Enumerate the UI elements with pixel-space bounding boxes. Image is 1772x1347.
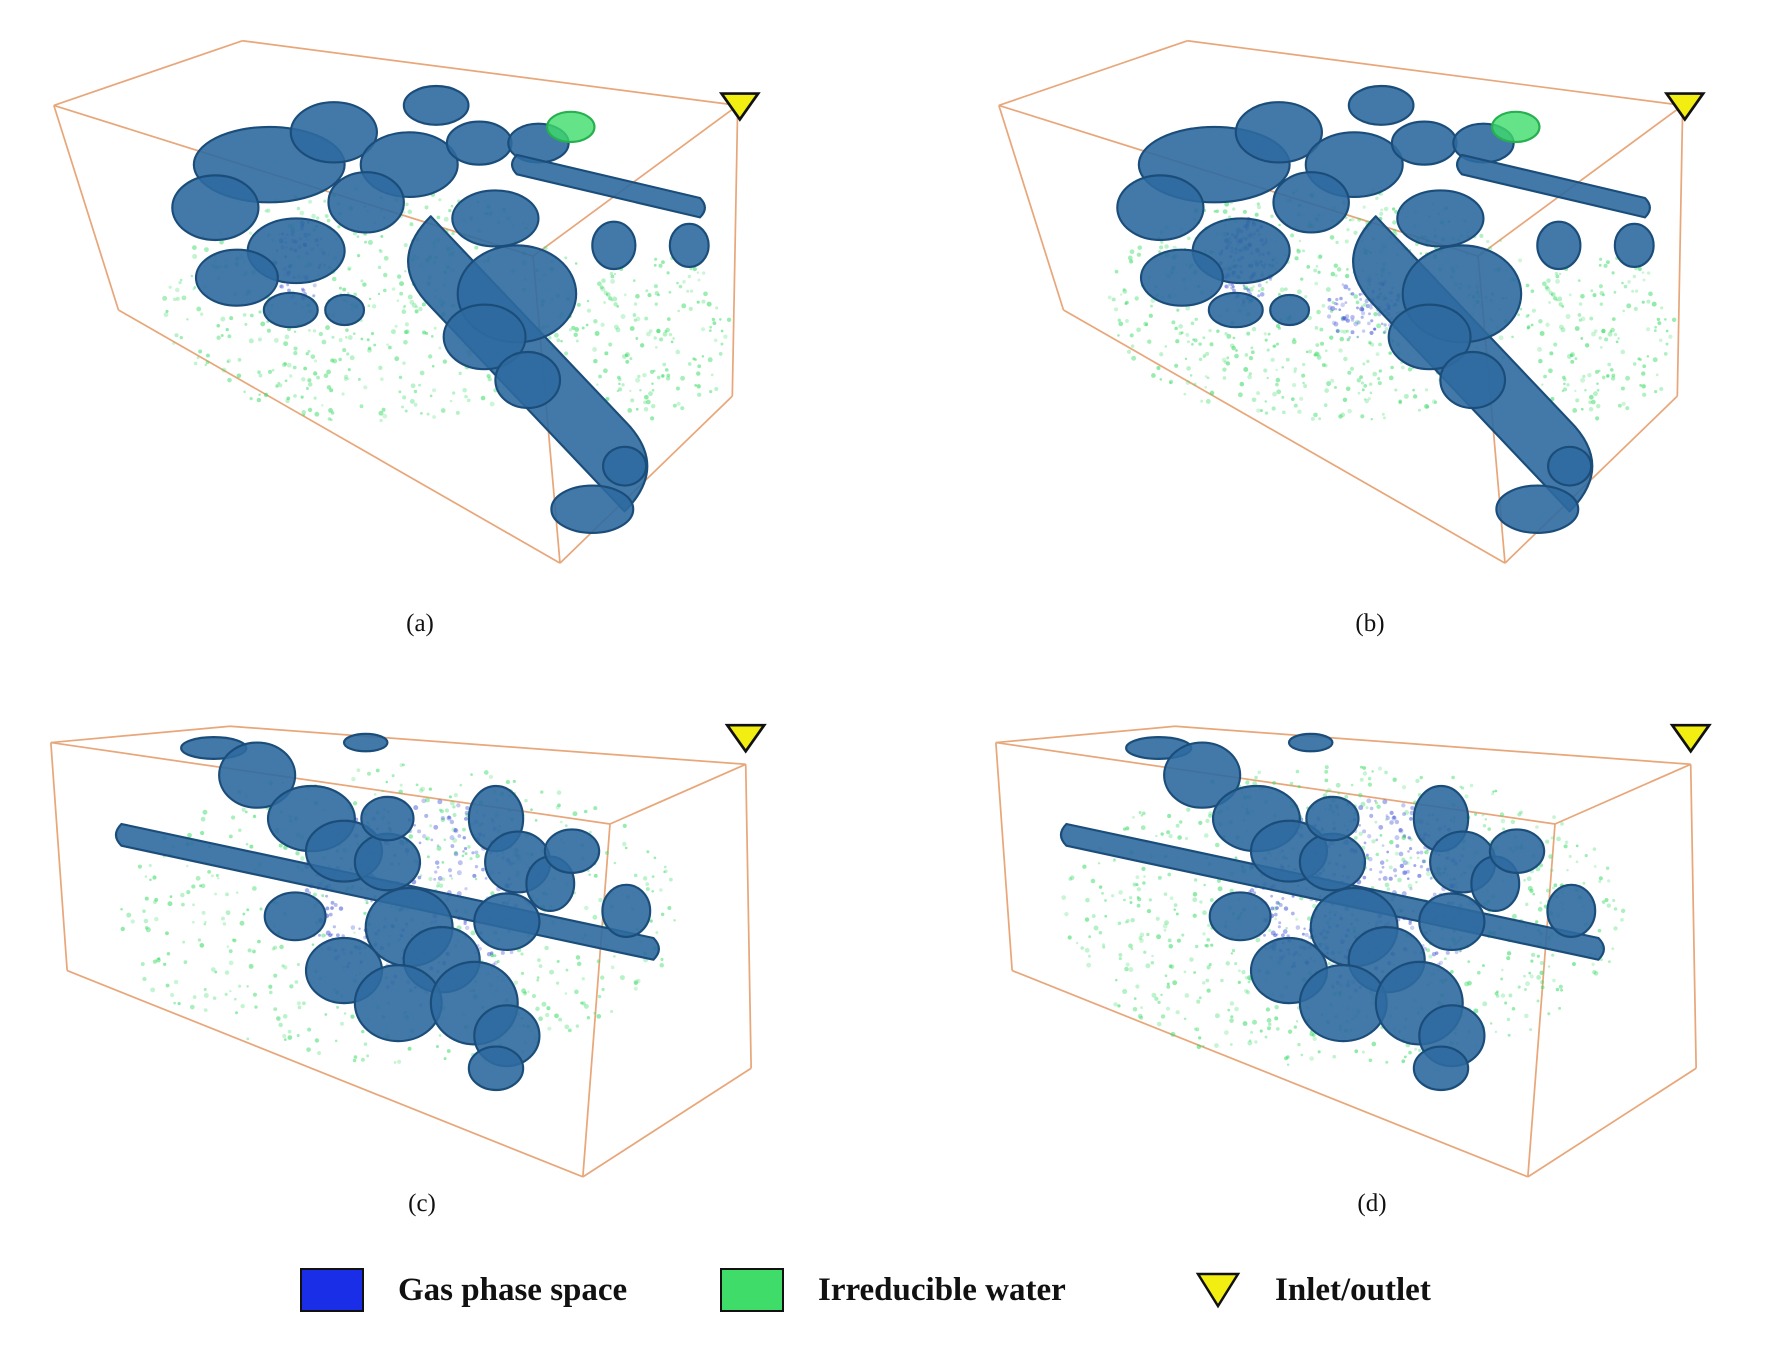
inlet-outlet-marker bbox=[724, 723, 767, 754]
legend: Gas phase space Irreducible water Inlet/… bbox=[300, 1262, 1550, 1318]
irreducible-water-swatch bbox=[720, 1268, 784, 1312]
pore-network bbox=[114, 732, 660, 1092]
legend-item-water: Irreducible water bbox=[720, 1262, 1066, 1318]
panel-d-caption: (d) bbox=[1357, 1190, 1387, 1217]
pore-network bbox=[1059, 732, 1605, 1092]
legend-item-inlet: Inlet/outlet bbox=[1195, 1262, 1431, 1318]
irreducible-water-cloud-right bbox=[1526, 256, 1677, 421]
panel-b-caption: (b) bbox=[1355, 610, 1385, 637]
panel-c-render bbox=[49, 723, 767, 1178]
water-droplet bbox=[1491, 110, 1541, 144]
inlet-outlet-marker bbox=[1663, 92, 1706, 122]
panel-b-render bbox=[998, 39, 1706, 564]
legend-label-inlet: Inlet/outlet bbox=[1275, 1271, 1431, 1308]
panel-c-caption: (c) bbox=[408, 1190, 436, 1217]
pore-network bbox=[1116, 84, 1655, 534]
triangle-down-icon bbox=[1195, 1272, 1241, 1309]
inlet-outlet-marker bbox=[1669, 723, 1712, 754]
panel-a-caption: (a) bbox=[406, 610, 434, 637]
legend-label-water: Irreducible water bbox=[818, 1271, 1066, 1308]
legend-item-gas: Gas phase space bbox=[300, 1262, 627, 1318]
gas-phase-swatch bbox=[300, 1268, 364, 1312]
irreducible-water-cloud-right bbox=[581, 256, 732, 421]
inlet-outlet-marker bbox=[718, 92, 761, 122]
panel-a-render bbox=[53, 39, 761, 564]
sample-box-wireframe bbox=[49, 725, 753, 1178]
panel-d-render bbox=[994, 723, 1712, 1178]
legend-label-gas: Gas phase space bbox=[398, 1271, 628, 1308]
pore-network bbox=[171, 84, 710, 534]
water-droplet bbox=[546, 110, 596, 144]
